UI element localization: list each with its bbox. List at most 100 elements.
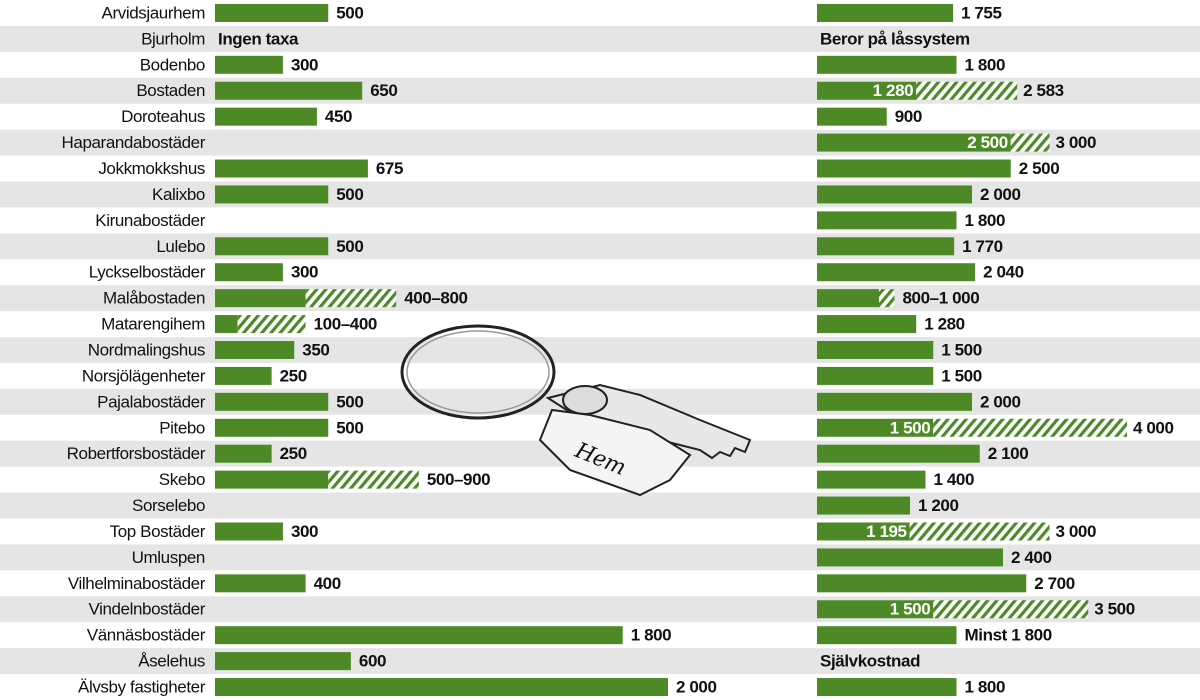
category-label: Robertforsbostäder (67, 444, 206, 463)
bar (215, 55, 283, 74)
bar (215, 522, 283, 541)
value-label-inner: 1 280 (873, 81, 914, 100)
category-label: Nordmalingshus (88, 340, 205, 359)
value-label: 2 100 (988, 444, 1029, 463)
category-label: Top Bostäder (110, 522, 206, 541)
value-label: 250 (280, 366, 307, 385)
category-label: Bodenbo (140, 55, 205, 74)
row-stripe (0, 337, 1200, 363)
category-label: Vilhelminabostäder (68, 574, 206, 593)
value-label: 1 400 (934, 470, 975, 489)
bar (215, 107, 317, 126)
category-label: Arvidsjaurhem (102, 3, 206, 22)
bar (817, 341, 934, 359)
bar (817, 470, 926, 489)
range-bar (237, 315, 306, 334)
bar (817, 522, 910, 541)
bar (817, 185, 972, 204)
bar (215, 626, 623, 645)
category-label: Pajalabostäder (97, 392, 206, 411)
value-label: Ingen taxa (218, 29, 299, 48)
value-label: 400–800 (404, 289, 467, 308)
category-label: Skebo (159, 470, 205, 489)
key-bow (562, 385, 608, 415)
value-label: 500 (336, 185, 363, 204)
category-label: Lulebo (156, 237, 205, 256)
bar (817, 289, 879, 308)
value-label: 1 800 (965, 55, 1006, 74)
bar (817, 418, 934, 437)
value-label: 900 (895, 107, 922, 126)
bar (215, 470, 329, 489)
range-bar (305, 289, 397, 308)
row-stripe (0, 492, 1200, 519)
category-label: Kalixbo (152, 185, 205, 204)
value-label: 250 (280, 444, 307, 463)
bar (215, 81, 363, 100)
high-label: 3 000 (1056, 133, 1097, 152)
row-stripe (0, 181, 1200, 208)
category-label: Matarengihem (101, 315, 205, 334)
bar (817, 678, 957, 697)
value-label: Beror på låssystem (820, 29, 970, 48)
value-label: 300 (291, 522, 318, 541)
category-label: Pitebo (159, 418, 205, 437)
bar (817, 237, 955, 256)
bar (215, 289, 306, 308)
range-bar (1010, 133, 1050, 152)
high-label: 2 583 (1023, 81, 1064, 100)
category-label: Lyckselbostäder (89, 263, 206, 282)
range-bar (933, 418, 1127, 437)
value-label: 500 (336, 3, 363, 22)
bar (817, 211, 957, 230)
value-label: 1 280 (924, 315, 965, 334)
value-label: 1 200 (918, 496, 959, 515)
category-label: Vännäsbostäder (87, 626, 206, 645)
bar (215, 341, 295, 359)
bar (215, 315, 238, 334)
value-label: 675 (376, 159, 403, 178)
value-label: 1 770 (962, 237, 1003, 256)
bar (215, 418, 329, 437)
range-bar (933, 600, 1089, 619)
tag (538, 408, 692, 497)
value-label: 450 (325, 107, 352, 126)
bar (215, 678, 668, 697)
bar (817, 315, 917, 334)
category-label: Norsjölägenheter (82, 366, 206, 385)
bar (817, 444, 980, 463)
row-stripe (0, 648, 1200, 675)
value-label: 500 (336, 418, 363, 437)
bar (817, 392, 972, 411)
bar (817, 366, 934, 385)
category-label: Doroteahus (121, 107, 205, 126)
value-label: 300 (291, 55, 318, 74)
high-label: 3 500 (1094, 600, 1135, 619)
bar (215, 263, 283, 282)
value-label: 800–1 000 (903, 289, 980, 308)
bar (215, 237, 329, 256)
value-label: 2 400 (1011, 548, 1052, 567)
value-label: 2 000 (980, 185, 1021, 204)
row-stripe (0, 233, 1200, 260)
bar (817, 496, 910, 515)
bar (817, 133, 1011, 152)
value-label: 1 500 (941, 340, 982, 359)
category-label: Umluspen (132, 548, 205, 567)
bar (817, 107, 887, 126)
row-stripe (0, 285, 1200, 312)
high-label: 3 000 (1056, 522, 1097, 541)
value-label: 1 800 (965, 678, 1006, 697)
value-label: 500–900 (427, 470, 490, 489)
value-label: 2 000 (980, 392, 1021, 411)
range-bar (909, 522, 1050, 541)
marks: Arvidsjaurhem Bjurholm Bodenbo Bostaden Doro… (62, 3, 1174, 696)
bar (215, 574, 306, 593)
bar (817, 548, 1003, 567)
bar (215, 392, 329, 411)
category-label: Sorselebo (132, 496, 205, 515)
value-label: 1 800 (631, 626, 672, 645)
value-label: 1 800 (965, 211, 1006, 230)
value-label: 650 (370, 81, 397, 100)
